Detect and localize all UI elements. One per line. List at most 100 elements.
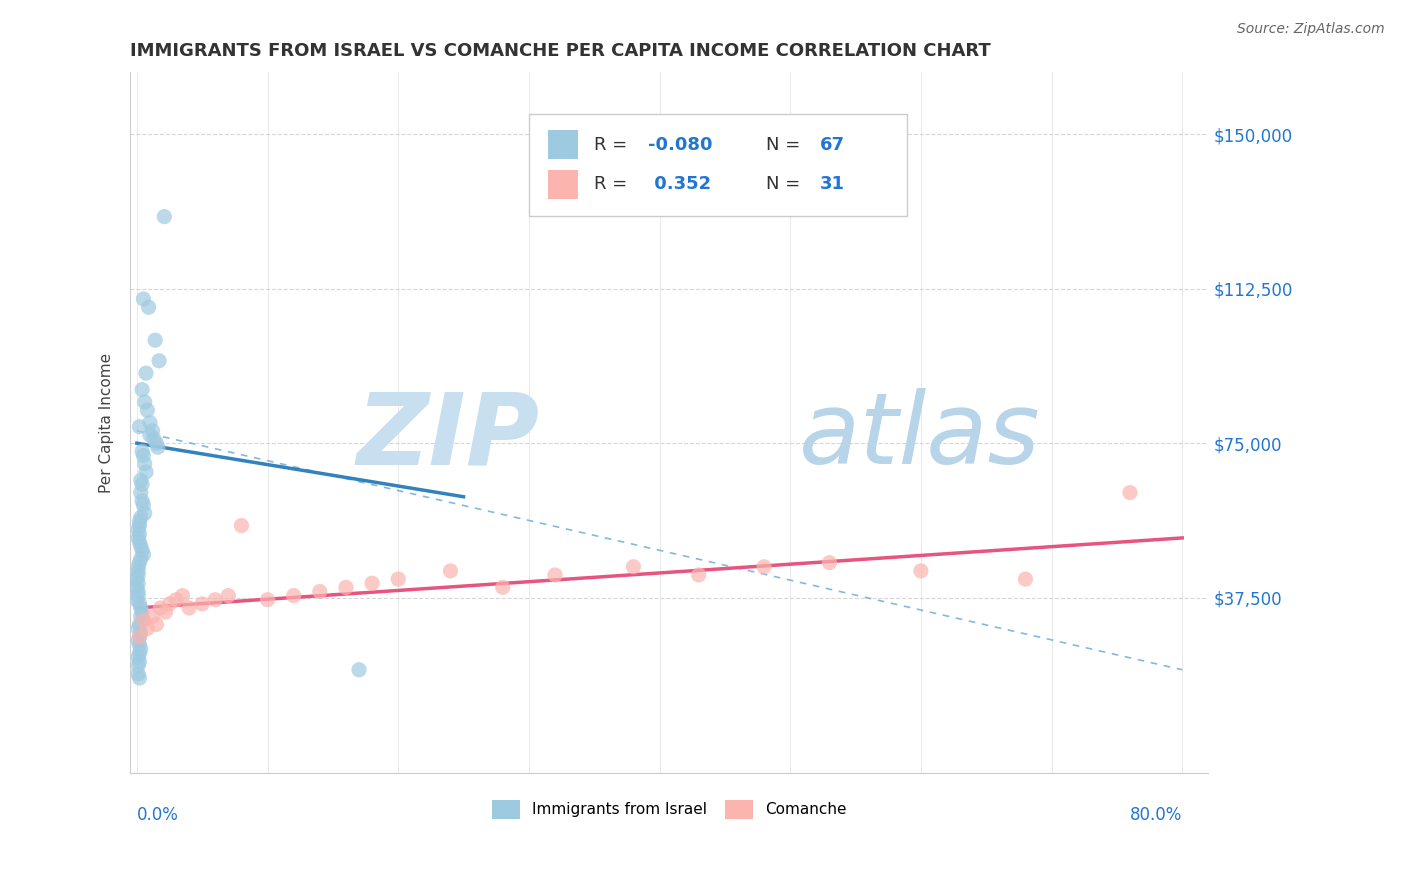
Point <box>127 559 149 574</box>
Point <box>125 572 148 586</box>
Point <box>1014 572 1036 586</box>
Point <box>127 658 149 673</box>
Point <box>623 559 645 574</box>
Point <box>128 646 150 660</box>
Point <box>128 518 150 533</box>
Point <box>125 580 148 594</box>
Point <box>129 539 152 553</box>
Point <box>129 473 152 487</box>
Point <box>128 535 150 549</box>
Point <box>132 449 155 463</box>
Point <box>128 630 150 644</box>
Point <box>1119 485 1142 500</box>
Point <box>136 622 159 636</box>
Text: 31: 31 <box>820 176 845 194</box>
Point <box>141 609 163 624</box>
Point <box>129 551 152 566</box>
Point <box>131 543 153 558</box>
Point <box>131 383 153 397</box>
Point <box>128 617 150 632</box>
Point <box>492 580 515 594</box>
Point <box>127 634 149 648</box>
Point <box>127 584 149 599</box>
FancyBboxPatch shape <box>529 114 907 216</box>
Point <box>191 597 214 611</box>
Point <box>128 556 150 570</box>
FancyBboxPatch shape <box>547 169 578 199</box>
Point <box>127 589 149 603</box>
Point <box>131 477 153 491</box>
Text: N =: N = <box>766 136 807 153</box>
Point <box>910 564 932 578</box>
Point <box>132 613 155 627</box>
Text: R =: R = <box>593 136 633 153</box>
Point <box>132 548 155 562</box>
Point <box>143 333 166 347</box>
Point <box>146 440 169 454</box>
Point <box>134 395 156 409</box>
Point <box>129 485 152 500</box>
Point <box>149 601 172 615</box>
Point <box>361 576 384 591</box>
Point <box>134 24 156 38</box>
Y-axis label: Per Capita Income: Per Capita Income <box>100 352 114 492</box>
Point <box>128 638 150 652</box>
Point <box>127 666 149 681</box>
Text: N =: N = <box>766 176 807 194</box>
Point <box>128 597 150 611</box>
Point <box>387 572 409 586</box>
Point <box>135 465 157 479</box>
Point <box>138 300 160 314</box>
Point <box>142 432 165 446</box>
Point <box>155 605 177 619</box>
Text: 0.0%: 0.0% <box>136 805 179 823</box>
Point <box>172 589 194 603</box>
Legend: Immigrants from Israel, Comanche: Immigrants from Israel, Comanche <box>486 794 852 824</box>
Point <box>132 498 155 512</box>
Point <box>127 523 149 537</box>
Point <box>129 609 152 624</box>
Point <box>217 589 239 603</box>
Point <box>129 510 152 524</box>
Point <box>153 210 176 224</box>
Point <box>335 580 357 594</box>
Point <box>131 493 153 508</box>
Point <box>136 403 159 417</box>
Point <box>135 366 157 380</box>
Point <box>752 559 775 574</box>
Point <box>132 292 155 306</box>
Text: ZIP: ZIP <box>357 388 540 485</box>
Text: IMMIGRANTS FROM ISRAEL VS COMANCHE PER CAPITA INCOME CORRELATION CHART: IMMIGRANTS FROM ISRAEL VS COMANCHE PER C… <box>131 42 991 60</box>
Point <box>308 584 330 599</box>
Point <box>134 457 156 471</box>
Point <box>159 597 181 611</box>
Point <box>148 353 170 368</box>
Text: 67: 67 <box>820 136 845 153</box>
Point <box>139 428 162 442</box>
Text: atlas: atlas <box>799 388 1040 485</box>
Text: R =: R = <box>593 176 633 194</box>
Point <box>128 671 150 685</box>
Point <box>127 564 149 578</box>
Point <box>544 568 567 582</box>
Point <box>128 526 150 541</box>
Point <box>129 601 152 615</box>
Point <box>127 650 149 665</box>
Point <box>145 617 167 632</box>
Point <box>128 655 150 669</box>
Text: 80.0%: 80.0% <box>1130 805 1182 823</box>
Point <box>256 592 278 607</box>
Text: -0.080: -0.080 <box>648 136 713 153</box>
Point <box>127 568 149 582</box>
Text: Source: ZipAtlas.com: Source: ZipAtlas.com <box>1237 22 1385 37</box>
FancyBboxPatch shape <box>547 130 578 160</box>
Point <box>347 663 370 677</box>
Point <box>283 589 305 603</box>
Point <box>132 613 155 627</box>
Point <box>231 518 253 533</box>
Point <box>134 506 156 520</box>
Point <box>688 568 710 582</box>
Point <box>139 416 162 430</box>
Point <box>127 576 149 591</box>
Point <box>439 564 461 578</box>
